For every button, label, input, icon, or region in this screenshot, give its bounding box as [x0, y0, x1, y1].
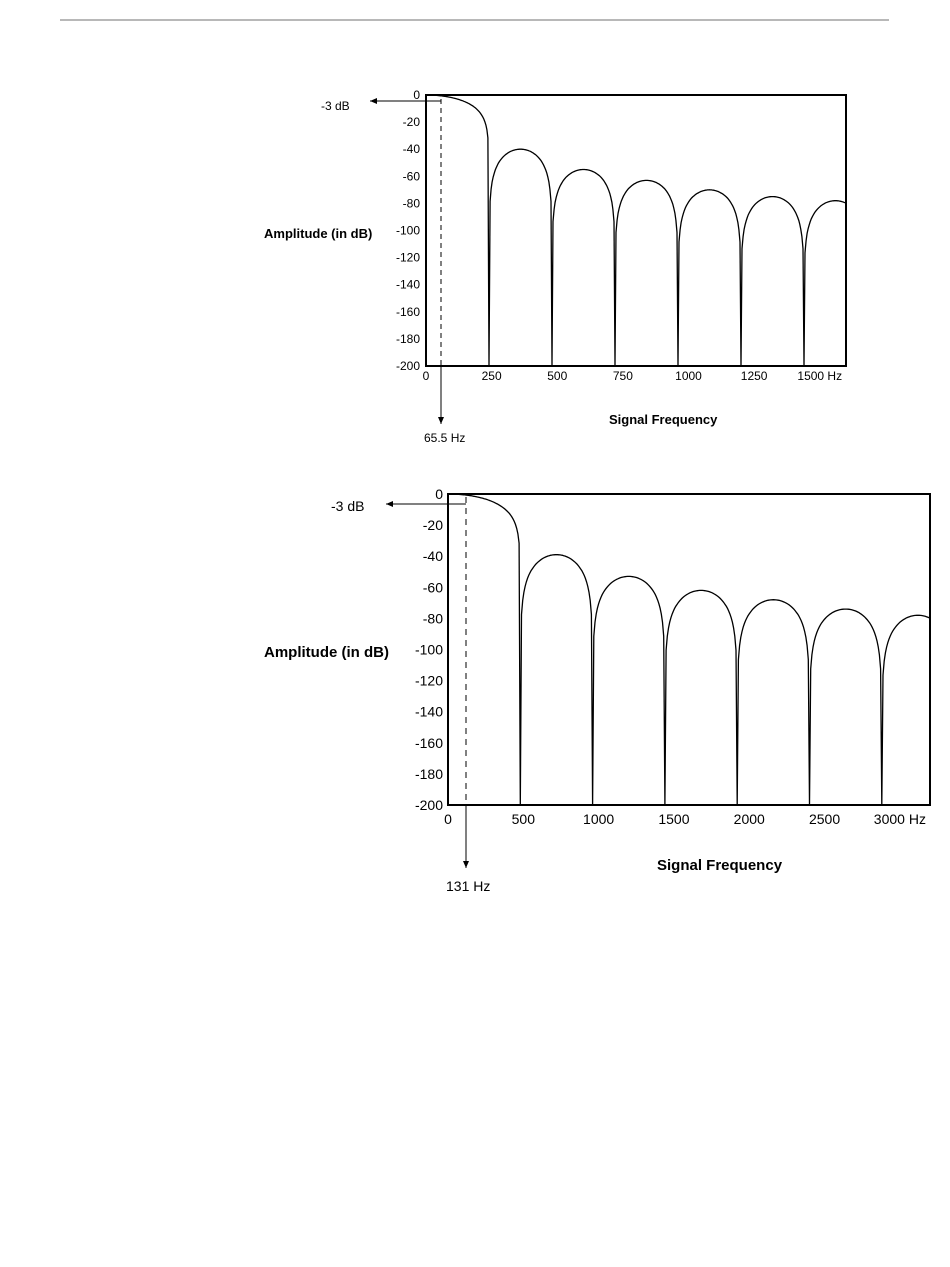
x-tick-label: 500 — [547, 369, 567, 383]
y-tick-label: -180 — [396, 332, 420, 346]
x-tick-label: 0 — [423, 369, 430, 383]
y-tick-label: -60 — [403, 169, 421, 183]
y-tick-label: -120 — [415, 673, 443, 689]
y-tick-label: -160 — [415, 735, 443, 751]
chart-1-x-tick-labels: 0 250 500 750 1000 1250 1500 Hz — [423, 369, 842, 383]
x-tick-label: 750 — [613, 369, 633, 383]
chart-2-x-axis-label: Signal Frequency — [657, 857, 783, 874]
y-tick-label: -140 — [396, 278, 420, 292]
chart-2: 0 -20 -40 -60 -80 -100 -120 -140 -160 -180 -200 0 5… — [264, 486, 931, 894]
x-tick-label: 1500 Hz — [797, 369, 842, 383]
y-tick-label: -100 — [415, 642, 443, 658]
chart-2-plot-frame — [447, 493, 931, 806]
y-tick-label: -80 — [423, 610, 443, 626]
x-tick-label: 1250 — [741, 369, 768, 383]
y-tick-label: -120 — [396, 251, 420, 265]
chart-1-x-axis-label: Signal Frequency — [609, 412, 718, 427]
y-tick-label: -40 — [403, 142, 421, 156]
y-tick-label: -60 — [423, 579, 443, 595]
chart-2-x-tick-labels: 0 500 1000 1500 2000 2500 3000 Hz — [444, 811, 926, 827]
y-tick-label: -200 — [396, 359, 420, 373]
x-tick-label: 2500 — [809, 811, 840, 827]
x-tick-label: 3000 Hz — [874, 811, 926, 827]
y-tick-label: 0 — [413, 88, 420, 102]
x-tick-label: 1500 — [658, 811, 689, 827]
y-tick-label: -100 — [396, 224, 420, 238]
chart-2-y-tick-labels: 0 -20 -40 -60 -80 -100 -120 -140 -160 -180 -200 — [415, 486, 443, 813]
chart-1-y-tick-labels: 0 -20 -40 -60 -80 -100 -120 -140 -160 -180 -200 — [396, 88, 420, 373]
y-tick-label: -180 — [415, 766, 443, 782]
page-top-rule — [60, 19, 889, 21]
chart-1-response-curve — [426, 94, 847, 367]
y-tick-label: -80 — [403, 196, 421, 210]
x-tick-label: 500 — [512, 811, 536, 827]
chart-2-cutoff-annotation: 131 Hz — [446, 878, 490, 894]
x-tick-label: 1000 — [583, 811, 614, 827]
y-tick-label: -160 — [396, 305, 420, 319]
y-tick-label: -200 — [415, 797, 443, 813]
y-tick-label: -20 — [423, 517, 443, 533]
chart-1-plot-frame — [425, 94, 847, 367]
chart-1: 0 -20 -40 -60 -80 -100 -120 -140 -160 -180 -200 0 2… — [264, 88, 847, 445]
chart-1-db-annotation: -3 dB — [321, 99, 350, 113]
x-tick-label: 2000 — [734, 811, 765, 827]
chart-2-db-annotation: -3 dB — [331, 498, 364, 514]
chart-1-cutoff-annotation: 65.5 Hz — [424, 431, 465, 445]
y-tick-label: -140 — [415, 704, 443, 720]
x-tick-label: 1000 — [675, 369, 702, 383]
chart-2-y-axis-label: Amplitude (in dB) — [264, 644, 389, 661]
x-tick-label: 250 — [482, 369, 502, 383]
y-tick-label: -40 — [423, 548, 443, 564]
y-tick-label: 0 — [435, 486, 443, 502]
chart-2-response-curve — [448, 493, 931, 806]
chart-1-y-axis-label: Amplitude (in dB) — [264, 226, 372, 241]
y-tick-label: -20 — [403, 115, 421, 129]
x-tick-label: 0 — [444, 811, 452, 827]
